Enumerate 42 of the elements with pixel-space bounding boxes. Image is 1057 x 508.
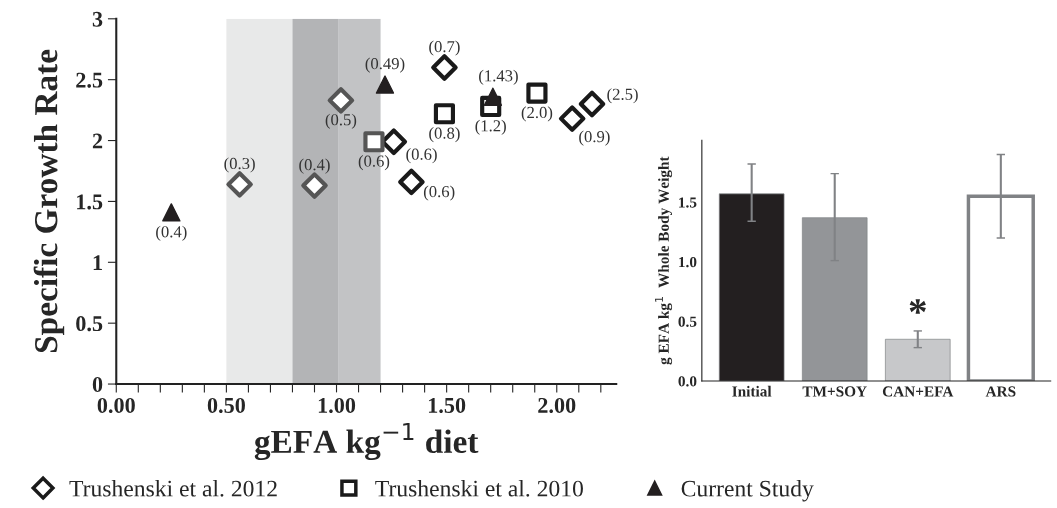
y-axis-title: g EFA kg$^{1}$ Whole Body Weight bbox=[655, 156, 673, 365]
x-tick-label: 1.50 bbox=[428, 397, 466, 413]
annotation: (0.4) bbox=[156, 225, 187, 241]
y-tick-label: 1 bbox=[93, 255, 102, 271]
x-tick-label: 0.50 bbox=[207, 397, 245, 413]
annotation: (0.5) bbox=[325, 113, 357, 129]
annotation: (0.7) bbox=[429, 40, 460, 56]
annotation: (1.43) bbox=[479, 69, 518, 85]
annotation: (2.5) bbox=[607, 88, 638, 104]
x-axis-title: gEFA kg$^{−1}$ diet bbox=[254, 422, 479, 461]
legend-label: Current Study bbox=[681, 479, 814, 502]
x-tick-label: 1.00 bbox=[318, 397, 356, 413]
x-tick-label: 0.00 bbox=[97, 397, 135, 413]
annotation: (0.8) bbox=[429, 127, 460, 143]
x-tick-label: ARS bbox=[985, 386, 1016, 397]
annotation: (0.49) bbox=[365, 57, 405, 73]
annotation: * bbox=[909, 299, 926, 314]
annotation: (0.6) bbox=[423, 185, 455, 201]
annotation: (2.0) bbox=[521, 106, 553, 122]
annotation: (1.2) bbox=[475, 119, 506, 135]
y-axis-title: Specific Growth Rate bbox=[33, 49, 65, 353]
annotation: (0.4) bbox=[299, 158, 330, 174]
y-tick-label: 0.5 bbox=[76, 316, 103, 332]
x-tick-label: TM+SOY bbox=[802, 386, 867, 397]
x-tick-label: 2.00 bbox=[538, 397, 576, 413]
x-tick-label: CAN+EFA bbox=[882, 386, 954, 397]
legend-label: Trushenski et al. 2010 bbox=[375, 479, 583, 497]
y-tick-label: 0 bbox=[92, 376, 103, 392]
annotation: (0.6) bbox=[406, 148, 437, 164]
y-tick-label: 2 bbox=[92, 133, 103, 149]
legend-label: Trushenski et al. 2012 bbox=[69, 479, 277, 497]
y-tick-label: 0.5 bbox=[678, 316, 697, 327]
y-tick-label: 0.0 bbox=[678, 376, 697, 387]
y-tick-label: 1.5 bbox=[679, 197, 697, 208]
y-tick-label: 3 bbox=[92, 11, 103, 27]
annotation: (0.6) bbox=[358, 155, 390, 171]
x-tick-label: Initial bbox=[732, 385, 772, 397]
annotation: (0.3) bbox=[224, 157, 255, 173]
y-tick-label: 1.5 bbox=[77, 194, 103, 210]
annotation: (0.9) bbox=[579, 130, 610, 146]
y-tick-label: 2.5 bbox=[76, 72, 103, 88]
y-tick-label: 1.0 bbox=[679, 256, 697, 268]
